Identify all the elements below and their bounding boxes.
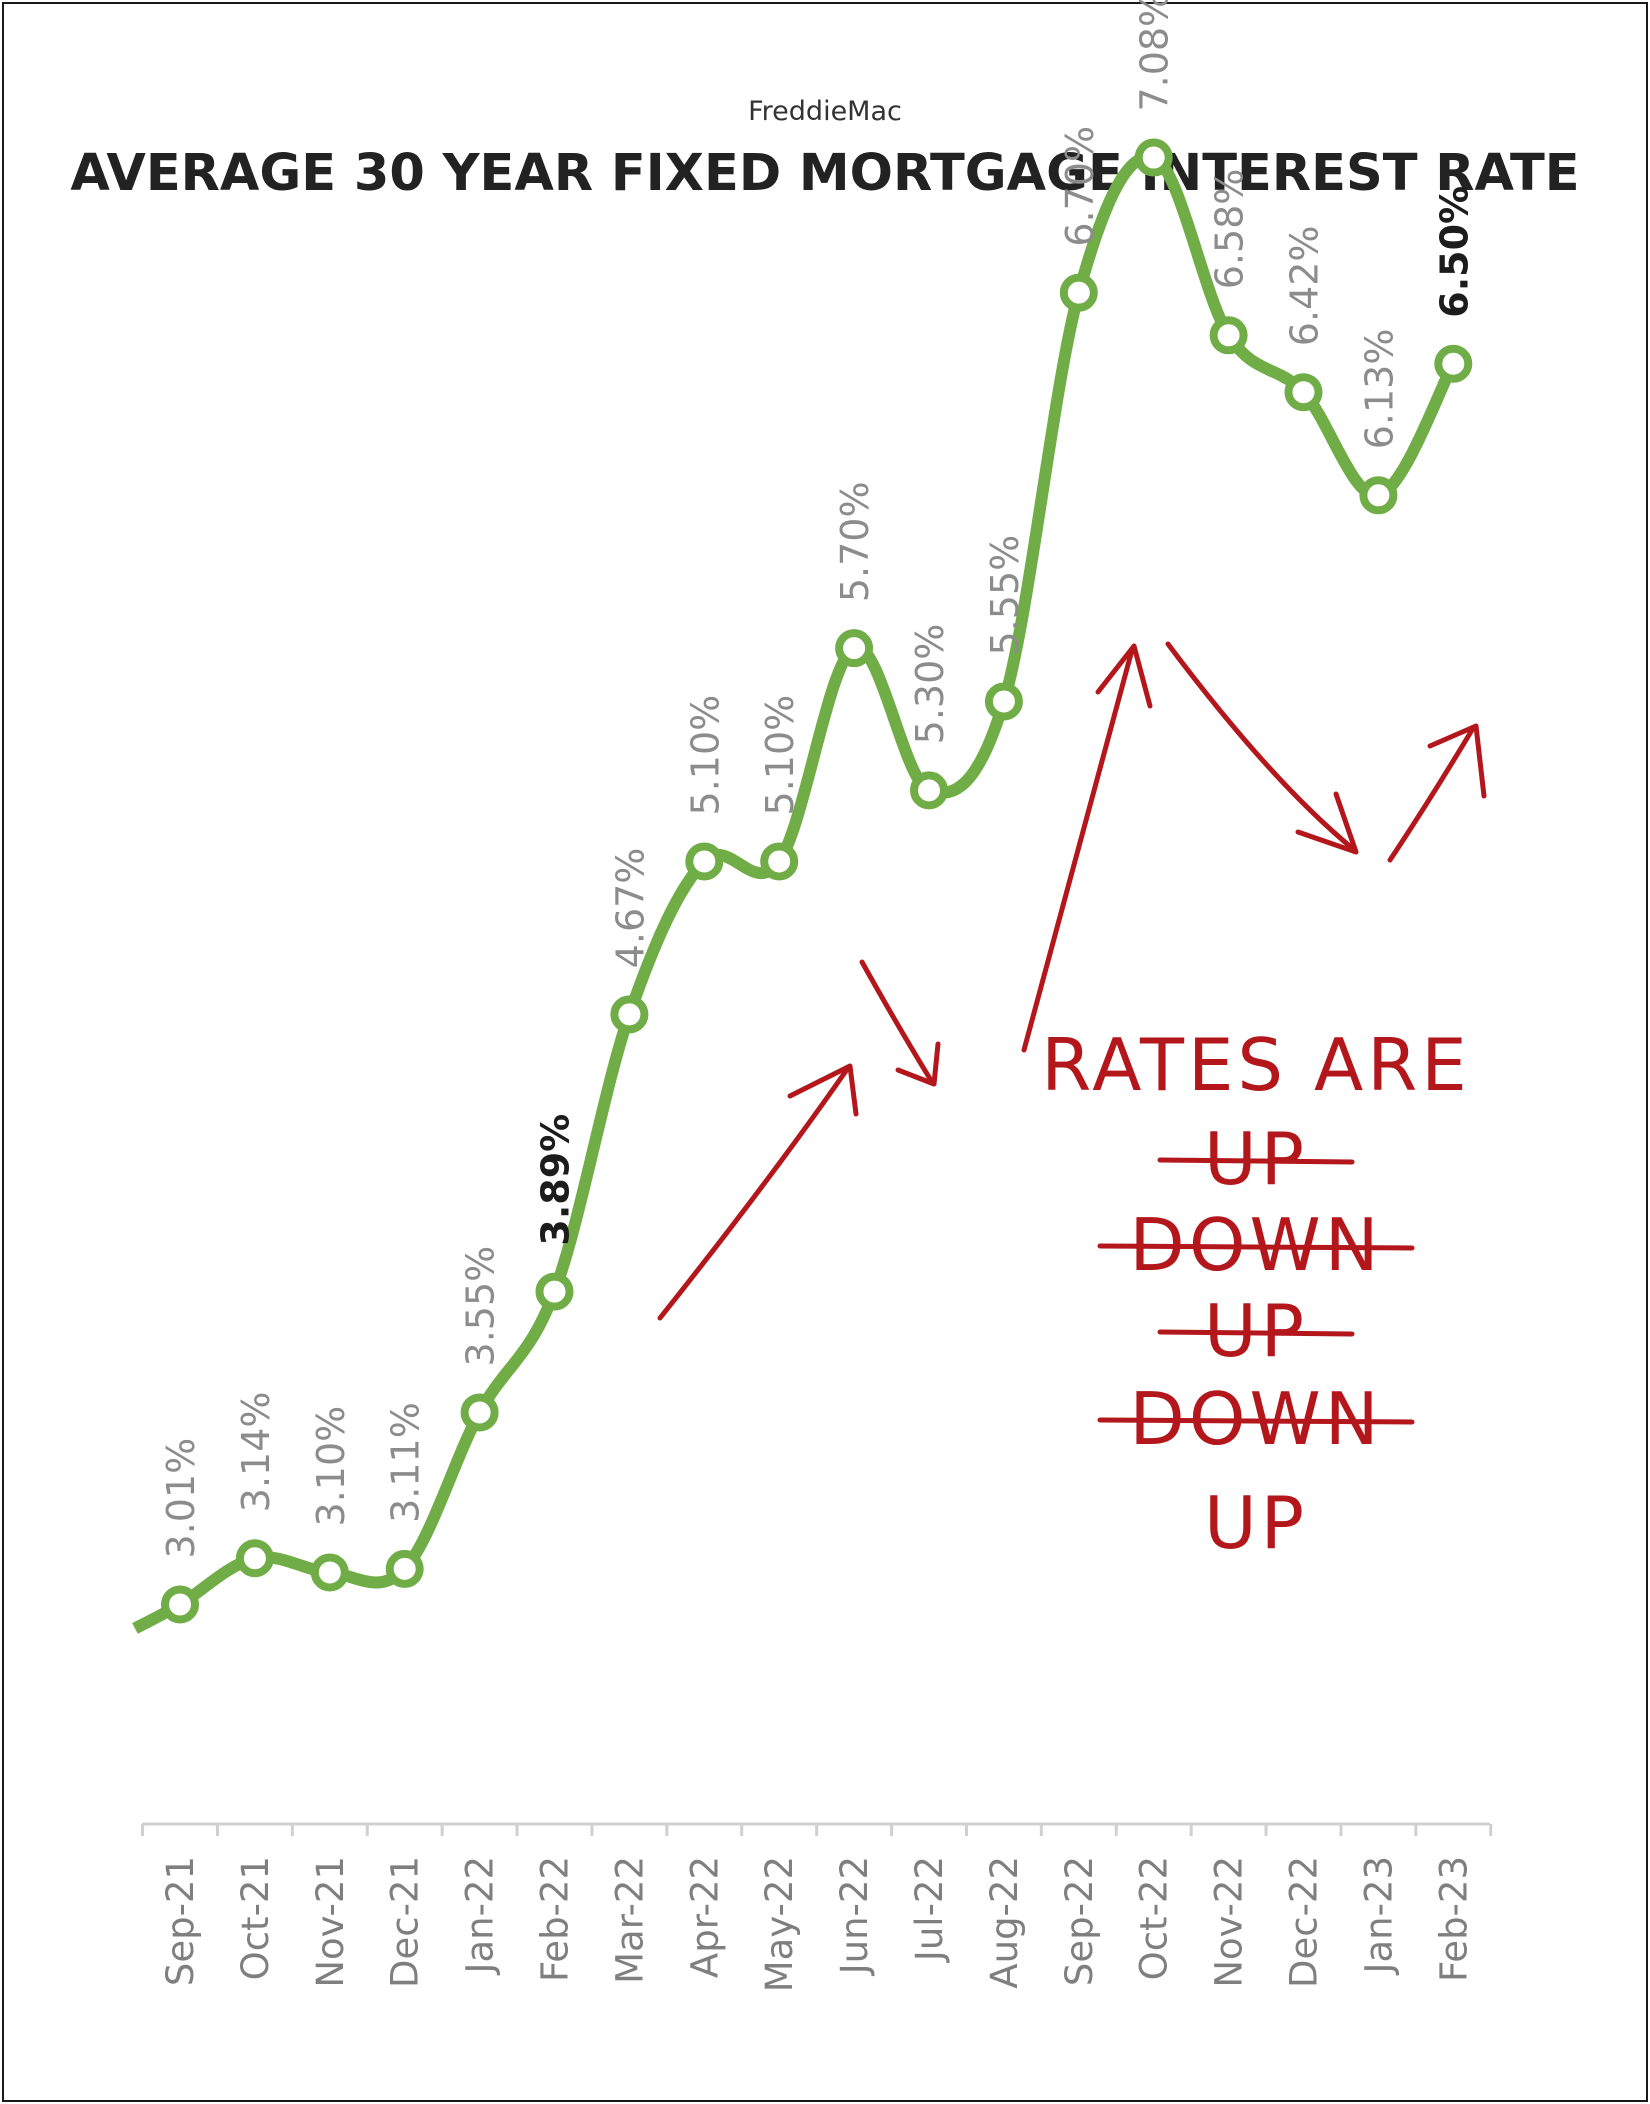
data-label: 5.30%: [908, 624, 952, 745]
annotation-strike: [1097, 1243, 1415, 1251]
x-tick-label: Oct-21: [234, 1856, 277, 1980]
data-point: [610, 995, 649, 1034]
data-point: [984, 682, 1023, 721]
x-tick-label: Sep-21: [159, 1856, 202, 1986]
data-point: [1134, 138, 1173, 177]
annotation-arrow: [1021, 647, 1135, 1053]
data-label: 6.13%: [1357, 329, 1401, 450]
annotation-arrow: [1095, 643, 1153, 709]
annotation-arrow: [787, 1063, 859, 1117]
annotation-strike: [1157, 1157, 1355, 1165]
data-label: 6.42%: [1283, 225, 1327, 346]
annotation-arrows: [657, 641, 1487, 1321]
x-tick-label: Feb-23: [1432, 1856, 1475, 1982]
x-tick-label: Jan-22: [459, 1856, 502, 1975]
x-tick-label: Dec-21: [384, 1856, 427, 1988]
data-point: [235, 1539, 274, 1578]
data-label: 6.50%: [1432, 186, 1476, 318]
x-tick-label: Oct-22: [1133, 1856, 1176, 1980]
data-point: [310, 1553, 349, 1592]
data-label: 7.08%: [1133, 0, 1177, 112]
data-point: [835, 629, 874, 668]
annotation-strike: [1097, 1417, 1415, 1425]
data-label: 3.10%: [309, 1406, 353, 1527]
data-point: [1284, 373, 1323, 412]
x-tick-label: Dec-22: [1283, 1856, 1326, 1988]
x-tick-label: Nov-21: [309, 1856, 352, 1988]
annotation-heading: RATES ARE: [1041, 1023, 1471, 1107]
data-point: [910, 771, 948, 810]
data-point: [1359, 476, 1398, 515]
data-label: 3.89%: [534, 1114, 578, 1246]
x-tick-label: Nov-22: [1208, 1856, 1251, 1988]
data-label: 6.58%: [1208, 169, 1252, 290]
data-label: 5.70%: [833, 481, 877, 602]
annotation-arrow: [1387, 727, 1475, 863]
data-labels: 3.01% 3.14% 3.10% 3.11% 3.55% 3.89% 4.67% 5.10%…: [159, 0, 1476, 1558]
x-tick-label: Feb-22: [534, 1856, 577, 1982]
annotation-arrow: [657, 1065, 851, 1321]
data-label: 3.14%: [234, 1392, 278, 1513]
data-point: [1209, 316, 1248, 355]
chart-title: AVERAGE 30 YEAR FIXED MORTGAGE INTEREST …: [70, 144, 1580, 203]
data-points: [161, 138, 1473, 1624]
x-tick-label: May-22: [758, 1856, 801, 1992]
data-point: [760, 842, 799, 881]
x-tick-label: Aug-22: [983, 1856, 1026, 1989]
annotation-arrow: [1165, 641, 1355, 851]
data-point: [1434, 344, 1473, 383]
x-tick-label: Jan-23: [1357, 1856, 1400, 1975]
x-axis: [141, 1822, 1493, 1836]
data-point: [460, 1393, 499, 1432]
data-label: 5.10%: [758, 695, 802, 816]
chart-source: FreddieMac: [748, 96, 902, 127]
data-point: [1059, 273, 1098, 312]
annotation-arrow: [895, 1041, 941, 1087]
data-label: 3.01%: [159, 1438, 203, 1559]
data-label: 3.11%: [384, 1402, 428, 1523]
data-point: [535, 1272, 574, 1311]
x-tick-label: Jun-22: [833, 1856, 876, 1976]
data-point: [161, 1585, 199, 1624]
x-tick-labels: Sep-21 Oct-21 Nov-21 Dec-21 Jan-22 Feb-22 Mar-…: [159, 1856, 1475, 1992]
data-label: 6.70%: [1058, 126, 1102, 247]
x-tick-label: Jul-22: [908, 1856, 951, 1963]
x-tick-label: Mar-22: [608, 1856, 651, 1984]
annotation-arrow: [1427, 723, 1487, 799]
data-point: [385, 1549, 424, 1588]
data-point: [685, 842, 724, 881]
annotation-arrow: [859, 959, 935, 1085]
data-label: 5.10%: [683, 695, 727, 816]
x-tick-label: Apr-22: [683, 1856, 726, 1978]
annotation-strike: [1157, 1329, 1355, 1337]
data-label: 3.55%: [459, 1246, 503, 1367]
data-label: 4.67%: [608, 848, 652, 969]
x-tick-label: Sep-22: [1058, 1856, 1101, 1986]
data-label: 5.55%: [983, 535, 1027, 656]
annotation-word: UP: [1204, 1481, 1308, 1565]
annotation-arrow: [1295, 791, 1359, 855]
